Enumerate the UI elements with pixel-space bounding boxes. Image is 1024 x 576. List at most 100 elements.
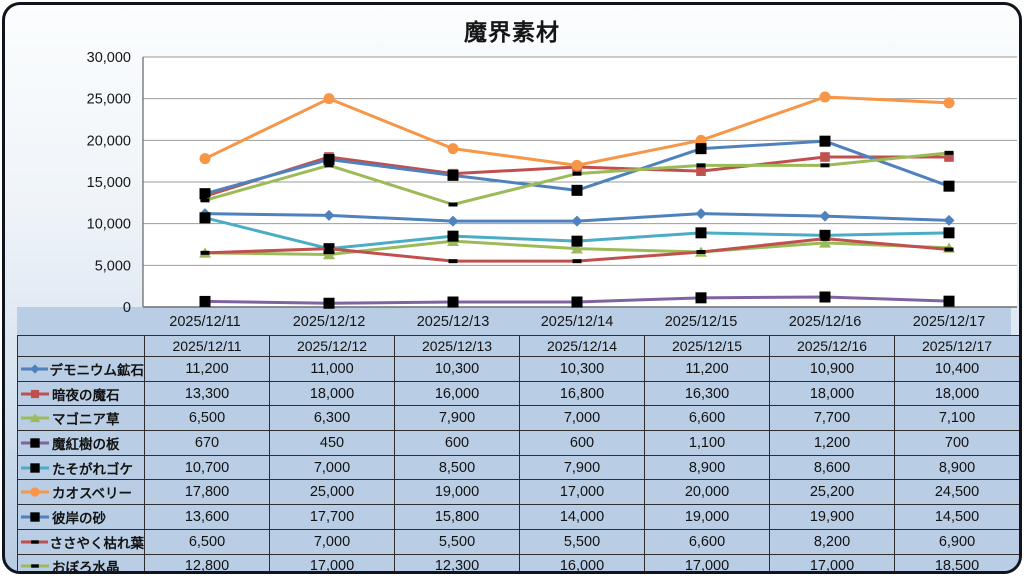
x-axis-labels: 2025/12/11 2025/12/12 2025/12/13 2025/12/14… bbox=[169, 314, 985, 330]
value-cell: 600 bbox=[519, 430, 645, 456]
y-axis-tick-label: 30,000 bbox=[87, 50, 131, 66]
value-cell: 5,500 bbox=[394, 528, 520, 555]
series-line-9 bbox=[200, 150, 954, 207]
value-cell: 700 bbox=[894, 430, 1019, 456]
value-cell: 13,300 bbox=[144, 380, 270, 407]
series-legend-cell: たそがれゴケ bbox=[17, 454, 145, 481]
series-name: デモニウム鉱石 bbox=[49, 362, 144, 378]
value-cell: 6,500 bbox=[144, 528, 270, 555]
value-cell: 20,000 bbox=[644, 479, 770, 506]
series-line-6 bbox=[199, 91, 955, 171]
series-name: マゴニア草 bbox=[52, 412, 120, 428]
value-cell: 8,500 bbox=[394, 454, 520, 481]
y-axis-tick-label: 15,000 bbox=[87, 175, 131, 191]
x-axis-tick-label: 2025/12/17 bbox=[913, 314, 986, 330]
table-row: カオスベリー 17,800 25,000 19,000 17,000 20,000 25,2… bbox=[17, 479, 1019, 506]
value-cell: 7,900 bbox=[519, 454, 645, 481]
value-cell: 7,900 bbox=[394, 405, 520, 432]
date-header-cell: 2025/12/13 bbox=[394, 335, 520, 357]
value-cell: 18,500 bbox=[894, 553, 1019, 571]
y-axis-tick-label: 5,000 bbox=[95, 258, 131, 274]
series-name: おぼろ水晶 bbox=[52, 560, 120, 574]
x-axis-tick-label: 2025/12/11 bbox=[169, 314, 241, 330]
series-name: 魔紅樹の板 bbox=[52, 436, 120, 452]
series-marker-icon bbox=[21, 364, 48, 374]
series-marker-icon bbox=[21, 413, 49, 423]
series-marker-icon bbox=[21, 512, 49, 522]
value-cell: 11,200 bbox=[644, 356, 770, 382]
x-axis-tick-label: 2025/12/16 bbox=[789, 314, 862, 330]
series-legend-cell: ささやく枯れ葉 bbox=[17, 528, 145, 555]
date-header-cell: 2025/12/15 bbox=[644, 335, 770, 357]
series-marker-icon bbox=[21, 564, 49, 569]
value-cell: 12,800 bbox=[144, 553, 270, 571]
value-cell: 16,300 bbox=[644, 380, 770, 407]
value-cell: 670 bbox=[144, 430, 270, 456]
series-name: たそがれゴケ bbox=[52, 461, 133, 477]
series-line-8 bbox=[200, 236, 954, 264]
value-cell: 10,700 bbox=[144, 454, 270, 481]
y-axis-tick-label: 0 bbox=[123, 300, 131, 316]
table-corner-cell bbox=[17, 335, 145, 357]
value-cell: 17,800 bbox=[144, 479, 270, 506]
value-cell: 18,000 bbox=[894, 380, 1019, 407]
series-legend-cell: おぼろ水晶 bbox=[17, 553, 145, 574]
series-marker-icon bbox=[21, 487, 49, 497]
value-cell: 6,900 bbox=[894, 528, 1019, 555]
value-cell: 7,000 bbox=[269, 528, 395, 555]
price-line-chart: 0 5,000 10,000 15,000 20,000 25,000 30,000 2025… bbox=[17, 50, 1017, 335]
series-legend-cell: マゴニア草 bbox=[17, 405, 145, 432]
value-cell: 15,800 bbox=[394, 504, 520, 530]
value-cell: 25,000 bbox=[269, 479, 395, 506]
value-cell: 17,700 bbox=[269, 504, 395, 530]
date-header-cell: 2025/12/14 bbox=[519, 335, 645, 357]
series-marker-icon bbox=[21, 389, 49, 398]
value-cell: 14,500 bbox=[894, 504, 1019, 530]
series-marker-icon bbox=[21, 438, 49, 448]
table-row: 魔紅樹の板 670 450 600 600 1,100 1,200 700 bbox=[17, 430, 1019, 456]
value-cell: 7,700 bbox=[769, 405, 895, 432]
value-cell: 11,000 bbox=[269, 356, 395, 382]
value-cell: 5,500 bbox=[519, 528, 645, 555]
table-row: 彼岸の砂 13,600 17,700 15,800 14,000 19,000 19,900… bbox=[17, 504, 1019, 530]
y-axis-tick-label: 10,000 bbox=[87, 217, 131, 233]
series-legend-cell: デモニウム鉱石 bbox=[17, 356, 145, 382]
date-header-cell: 2025/12/16 bbox=[769, 335, 895, 357]
value-cell: 16,800 bbox=[519, 380, 645, 407]
table-row: ささやく枯れ葉 6,500 7,000 5,500 5,500 6,600 8,200 6,9… bbox=[17, 528, 1019, 555]
value-cell: 16,000 bbox=[519, 553, 645, 571]
value-cell: 6,600 bbox=[644, 405, 770, 432]
x-axis-band bbox=[17, 307, 1011, 335]
value-cell: 8,900 bbox=[644, 454, 770, 481]
value-cell: 6,500 bbox=[144, 405, 270, 432]
value-cell: 8,900 bbox=[894, 454, 1019, 481]
value-cell: 12,300 bbox=[394, 553, 520, 571]
value-cell: 24,500 bbox=[894, 479, 1019, 506]
series-marker-icon bbox=[21, 462, 49, 473]
value-cell: 13,600 bbox=[144, 504, 270, 530]
value-cell: 1,100 bbox=[644, 430, 770, 456]
series-legend-cell: カオスベリー bbox=[17, 479, 145, 506]
table-row: マゴニア草 6,500 6,300 7,900 7,000 6,600 7,700 7,100 bbox=[17, 405, 1019, 432]
date-header-cell: 2025/12/12 bbox=[269, 335, 395, 357]
series-legend-cell: 彼岸の砂 bbox=[17, 504, 145, 530]
value-cell: 17,000 bbox=[269, 553, 395, 571]
value-cell: 7,000 bbox=[269, 454, 395, 481]
value-cell: 7,000 bbox=[519, 405, 645, 432]
value-cell: 8,200 bbox=[769, 528, 895, 555]
x-axis-tick-label: 2025/12/12 bbox=[293, 314, 366, 330]
value-cell: 6,300 bbox=[269, 405, 395, 432]
date-header-cell: 2025/12/11 bbox=[144, 335, 270, 357]
value-cell: 600 bbox=[394, 430, 520, 456]
value-cell: 19,000 bbox=[644, 504, 770, 530]
value-cell: 1,200 bbox=[769, 430, 895, 456]
value-cell: 19,000 bbox=[394, 479, 520, 506]
series-name: 暗夜の魔石 bbox=[52, 387, 120, 403]
value-cell: 10,300 bbox=[519, 356, 645, 382]
value-cell: 11,200 bbox=[144, 356, 270, 382]
value-cell: 8,600 bbox=[769, 454, 895, 481]
value-cell: 17,000 bbox=[769, 553, 895, 571]
value-cell: 17,000 bbox=[644, 553, 770, 571]
value-cell: 14,000 bbox=[519, 504, 645, 530]
